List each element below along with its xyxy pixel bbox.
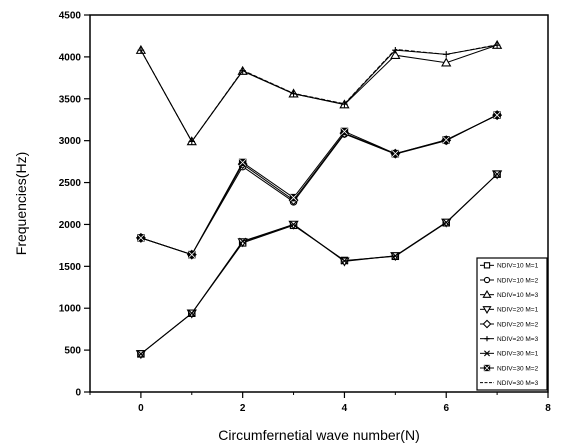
series-line <box>140 114 498 256</box>
data-point <box>493 170 501 178</box>
y-tick-label: 4500 <box>59 11 82 22</box>
x-tick-label: 4 <box>342 403 348 414</box>
legend-entry: NDIV=30 M=3 <box>480 380 539 387</box>
y-tick-label: 2000 <box>59 220 82 231</box>
y-tick-label: 1000 <box>59 304 82 315</box>
series-line <box>140 114 498 256</box>
legend-label: NDIV=20 M=2 <box>497 321 539 328</box>
data-point-cross <box>391 150 399 158</box>
legend-entry: NDIV=10 M=3 <box>480 289 539 299</box>
legend-entry: NDIV=20 M=1 <box>480 306 539 315</box>
legend-label: NDIV=30 M=1 <box>497 351 539 358</box>
data-point <box>390 49 401 59</box>
series-ndiv-30-m-3 <box>140 44 498 143</box>
series-line <box>140 114 498 256</box>
y-tick-label: 1500 <box>59 262 82 273</box>
data-point <box>392 46 399 54</box>
data-point-cross <box>188 251 196 259</box>
legend-label: NDIV=10 M=2 <box>497 277 539 284</box>
y-tick-label: 3500 <box>59 94 82 105</box>
data-point <box>239 237 247 245</box>
x-axis-title: Circumfernetial wave number(N) <box>218 427 420 443</box>
data-point-cross <box>239 158 247 166</box>
data-point <box>482 319 492 329</box>
legend-label: NDIV=30 M=2 <box>497 365 539 372</box>
data-point <box>483 262 491 269</box>
series-line <box>140 173 498 355</box>
y-tick-label: 0 <box>75 388 81 399</box>
x-tick-label: 2 <box>240 403 246 414</box>
legend: NDIV=10 M=1 NDIV=10 M=2 NDIV=10 M=3 NDIV=20… <box>476 257 548 391</box>
series-ndiv-10-m-2 <box>137 110 501 259</box>
data-point <box>341 101 348 108</box>
series-ndiv-30-m-2 <box>137 111 501 259</box>
x-tick-label: 0 <box>138 403 144 414</box>
x-tick-label: 8 <box>545 403 551 414</box>
y-tick-label: 4000 <box>59 52 82 63</box>
x-tick-label: 6 <box>443 403 449 414</box>
legend-label: NDIV=10 M=3 <box>497 292 539 299</box>
data-point-cross <box>493 111 501 119</box>
series-ndiv-20-m-3 <box>137 41 501 145</box>
legend-label: NDIV=20 M=3 <box>497 336 539 343</box>
legend-entry: NDIV=30 M=1 <box>480 350 539 358</box>
data-point <box>482 289 492 298</box>
series-ndiv-10-m-1 <box>137 170 501 358</box>
series-ndiv-20-m-2 <box>135 110 503 260</box>
series-line <box>140 173 498 355</box>
plot-border <box>89 14 549 393</box>
data-point <box>442 218 450 226</box>
data-point <box>482 306 492 315</box>
data-point-cross <box>137 234 145 242</box>
data-point-cross <box>290 194 298 202</box>
y-tick-label: 3000 <box>59 136 82 147</box>
legend-label: NDIV=20 M=1 <box>497 307 539 314</box>
legend-label: NDIV=30 M=3 <box>497 380 539 387</box>
legend-entry: NDIV=10 M=2 <box>480 276 539 284</box>
y-tick-label: 500 <box>64 346 81 357</box>
data-point <box>441 57 452 67</box>
series-line <box>140 44 498 143</box>
series-layer <box>135 39 503 360</box>
y-axis-title: Frequencies(Hz) <box>13 152 29 255</box>
data-point-cross <box>340 127 348 135</box>
series-line <box>140 173 498 355</box>
data-point <box>137 350 145 358</box>
legend-entry: NDIV=30 M=2 <box>480 364 539 372</box>
axis-ticks: 0 500 1000 1500 2000 2500 3000 3500 4000 4500 0 2 4 6… <box>59 11 551 415</box>
legend-entry: NDIV=20 M=2 <box>480 319 539 329</box>
plot-area <box>89 14 549 393</box>
series-line <box>140 44 498 143</box>
series-ndiv-30-m-1 <box>137 170 501 358</box>
legend-entry: NDIV=20 M=3 <box>480 336 539 343</box>
data-point-cross <box>484 365 490 371</box>
data-point <box>391 252 399 260</box>
data-point <box>483 276 491 284</box>
data-point <box>289 220 298 229</box>
data-point <box>484 350 490 357</box>
data-point-cross <box>442 136 450 144</box>
series-line <box>140 44 498 143</box>
data-point <box>188 309 196 317</box>
y-tick-label: 2500 <box>59 178 82 189</box>
series-ndiv-20-m-1 <box>135 170 503 360</box>
data-point <box>340 257 349 265</box>
legend-entry: NDIV=10 M=1 <box>480 262 539 270</box>
data-point <box>484 336 490 342</box>
legend-label: NDIV=10 M=1 <box>497 263 539 270</box>
